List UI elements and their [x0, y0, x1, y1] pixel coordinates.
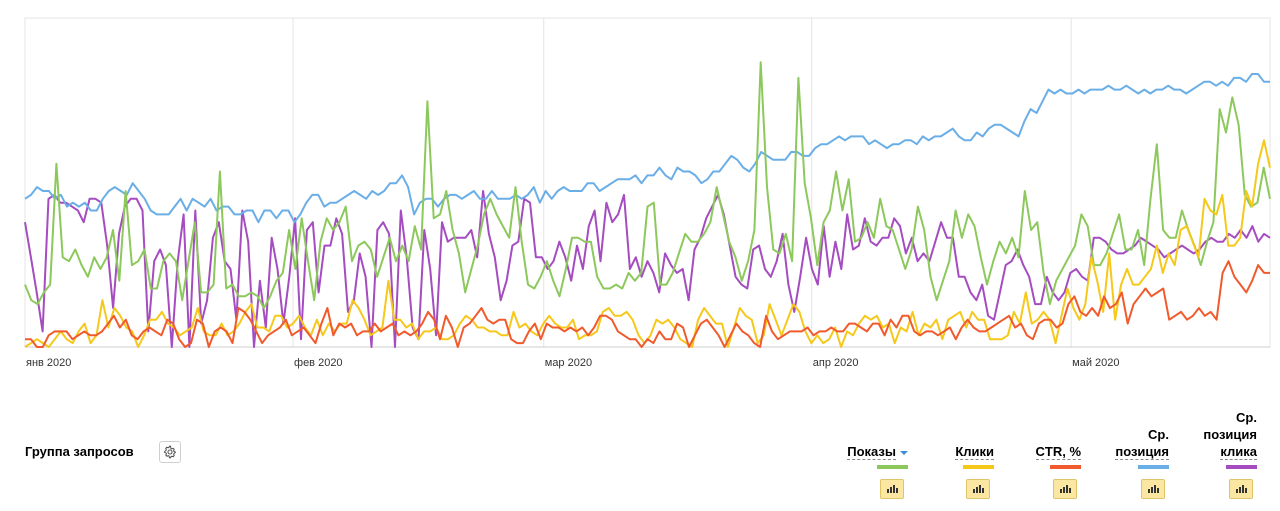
plot-frame: [24, 17, 1271, 348]
x-tick-label: апр 2020: [813, 357, 859, 369]
metric-label-line: CTR, %: [1035, 444, 1081, 460]
metric-column-4[interactable]: Ср. позиция клика: [1203, 409, 1257, 469]
series-line-2: [25, 260, 1270, 348]
x-tick-label: янв 2020: [26, 357, 71, 369]
metric-label-line: позиция: [1115, 444, 1169, 460]
metric-label[interactable]: Показы: [847, 443, 908, 460]
bar-chart-icon[interactable]: [966, 479, 990, 499]
metric-label-line: Ср.: [1236, 410, 1257, 425]
metric-color-swatch: [1050, 465, 1081, 469]
settings-button[interactable]: [159, 441, 181, 463]
metric-color-swatch: [1226, 465, 1257, 469]
metric-color-swatch: [963, 465, 994, 469]
bar-chart-icon[interactable]: [1229, 479, 1253, 499]
metric-label-line: Ср.: [1148, 427, 1169, 442]
x-tick-label: май 2020: [1072, 357, 1119, 369]
metric-label[interactable]: Клики: [955, 443, 994, 460]
metric-label[interactable]: Ср. позиция клика: [1203, 409, 1257, 460]
query-group-label: Группа запросов: [25, 444, 134, 459]
metric-label[interactable]: Ср. позиция: [1115, 426, 1169, 460]
metric-color-swatch: [1138, 465, 1169, 469]
metric-column-0[interactable]: Показы: [847, 443, 908, 469]
metric-column-2[interactable]: CTR, %: [1035, 443, 1081, 469]
series-line-0: [24, 61, 1271, 309]
metric-label-line: позиция: [1203, 427, 1257, 442]
metric-column-1[interactable]: Клики: [955, 443, 994, 469]
metric-label[interactable]: CTR, %: [1035, 443, 1081, 460]
bar-chart-icon[interactable]: [1141, 479, 1165, 499]
line-chart: янв 2020 фев 2020 мар 2020 апр 2020 май 2020: [24, 17, 1271, 369]
x-tick-label: фев 2020: [294, 357, 343, 369]
metric-label-line: Показы: [847, 443, 908, 460]
metric-label-line: клика: [1220, 444, 1257, 460]
metric-label-line: Клики: [955, 444, 994, 460]
sort-down-icon: [900, 450, 908, 455]
bar-chart-icon[interactable]: [1053, 479, 1077, 499]
series-line-3: [24, 73, 1270, 224]
metric-color-swatch: [877, 465, 908, 469]
x-tick-label: мар 2020: [545, 357, 592, 369]
gear-icon: [164, 445, 176, 459]
bar-chart-icon[interactable]: [880, 479, 904, 499]
metric-column-3[interactable]: Ср. позиция: [1115, 426, 1169, 469]
